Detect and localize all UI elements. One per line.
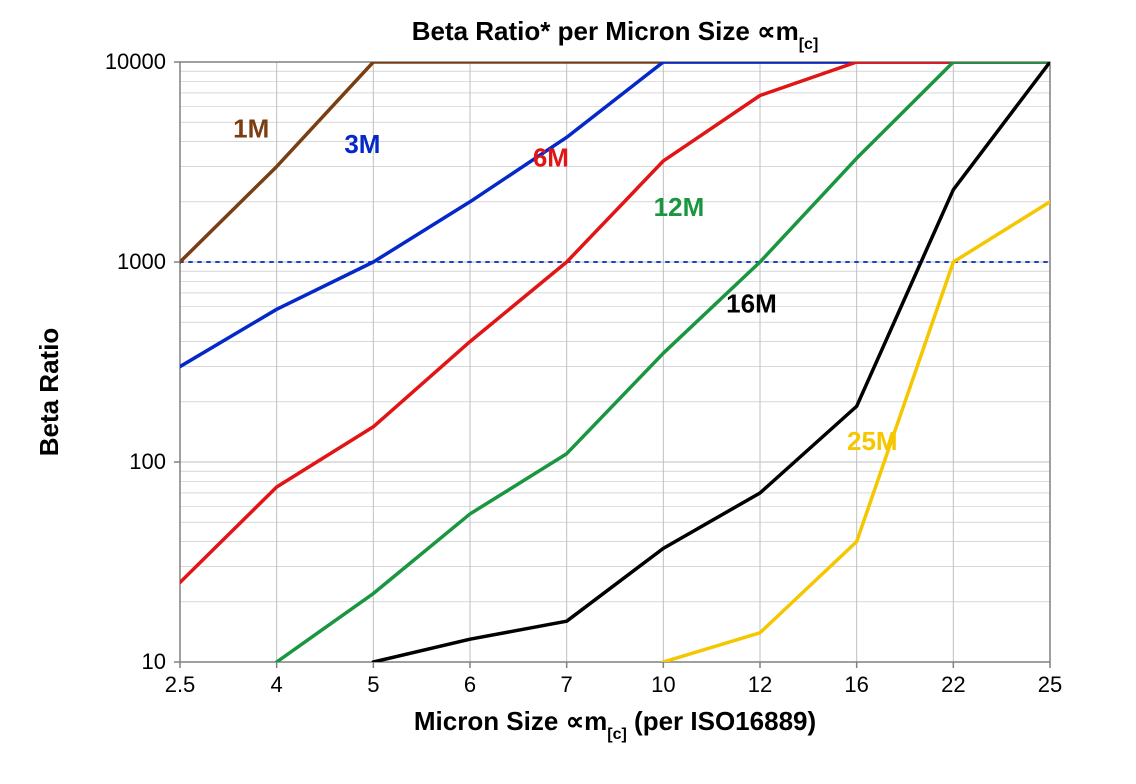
x-tick-label: 5 (367, 672, 379, 697)
beta-ratio-chart: 1M 3M 6M 12M 16M 25M 10 100 1000 10000 2.5 4 5 6 7 10 12… (0, 0, 1136, 784)
x-tick-label: 16 (844, 672, 868, 697)
x-tick-label: 2.5 (165, 672, 196, 697)
y-tick-label: 1000 (117, 249, 166, 274)
series-label-3M: 3M (344, 129, 380, 159)
x-tick-label: 22 (941, 672, 965, 697)
y-tick-label: 10 (142, 649, 166, 674)
series-label-12M: 12M (654, 192, 705, 222)
series-label-16M: 16M (726, 288, 777, 318)
y-tick-label: 100 (129, 449, 166, 474)
x-tick-label: 6 (464, 672, 476, 697)
y-tick-label: 10000 (105, 49, 166, 74)
series-label-6M: 6M (533, 143, 569, 173)
series-label-1M: 1M (233, 113, 269, 143)
x-tick-label: 4 (271, 672, 283, 697)
x-tick-label: 7 (561, 672, 573, 697)
y-axis-label: Beta Ratio (34, 328, 64, 457)
x-tick-label: 25 (1038, 672, 1062, 697)
chart-svg: 1M 3M 6M 12M 16M 25M 10 100 1000 10000 2.5 4 5 6 7 10 12… (0, 0, 1136, 784)
series-label-25M: 25M (847, 426, 898, 456)
x-tick-label: 12 (748, 672, 772, 697)
x-tick-label: 10 (651, 672, 675, 697)
